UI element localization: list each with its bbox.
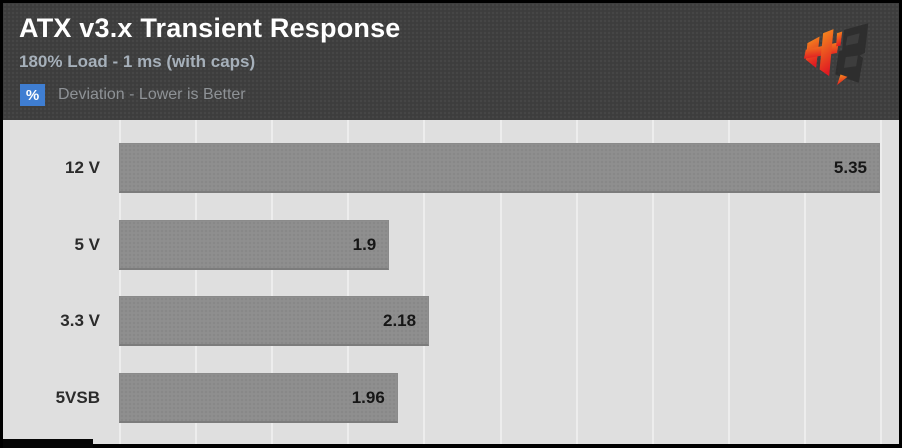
metric-label: Deviation - Lower is Better — [58, 86, 246, 103]
category-label: 3.3 V — [60, 311, 100, 330]
gridline — [803, 120, 806, 444]
category-label: 5VSB — [55, 387, 100, 407]
gridline — [880, 120, 882, 444]
gridline — [651, 120, 654, 444]
percent-badge-icon: % — [20, 84, 45, 106]
gridline — [727, 120, 730, 444]
gridline — [195, 120, 198, 444]
gridline — [423, 120, 426, 444]
bar: 1.9 — [119, 219, 390, 270]
gridline — [499, 120, 502, 444]
hardware-busters-logo-icon — [803, 23, 869, 86]
value-label: 5.35 — [833, 158, 867, 177]
gridline — [119, 120, 121, 444]
value-label: 1.96 — [351, 387, 385, 407]
bar: 1.96 — [119, 372, 398, 423]
bar: 2.18 — [119, 296, 430, 346]
bar-row: 5VSB 1.96 — [3, 372, 899, 423]
gridline — [575, 120, 578, 444]
value-label: 1.9 — [352, 234, 377, 254]
chart-header: ATX v3.x Transient Response 180% Load - … — [3, 3, 899, 120]
bar-chart: 12 V 5.35 5 V 1.9 3.3 V 2.18 5VSB 1.96 — [3, 120, 899, 444]
chart-title: ATX v3.x Transient Response — [19, 13, 401, 43]
bar: 5.35 — [119, 143, 880, 193]
bottom-accent-bar — [3, 439, 93, 448]
bar-row: 12 V 5.35 — [3, 143, 899, 193]
bar-rows: 12 V 5.35 5 V 1.9 3.3 V 2.18 5VSB 1.96 — [3, 120, 899, 444]
gridline — [347, 120, 350, 444]
value-label: 2.18 — [382, 311, 417, 330]
metric-row: % Deviation - Lower is Better — [20, 84, 246, 106]
bar-row: 3.3 V 2.18 — [3, 296, 899, 346]
category-label: 12 V — [65, 158, 100, 177]
category-label: 5 V — [74, 234, 100, 254]
gridline — [271, 120, 274, 444]
plot-area — [119, 120, 899, 444]
chart-subtitle: 180% Load - 1 ms (with caps) — [19, 52, 256, 71]
bar-row: 5 V 1.9 — [3, 219, 899, 270]
